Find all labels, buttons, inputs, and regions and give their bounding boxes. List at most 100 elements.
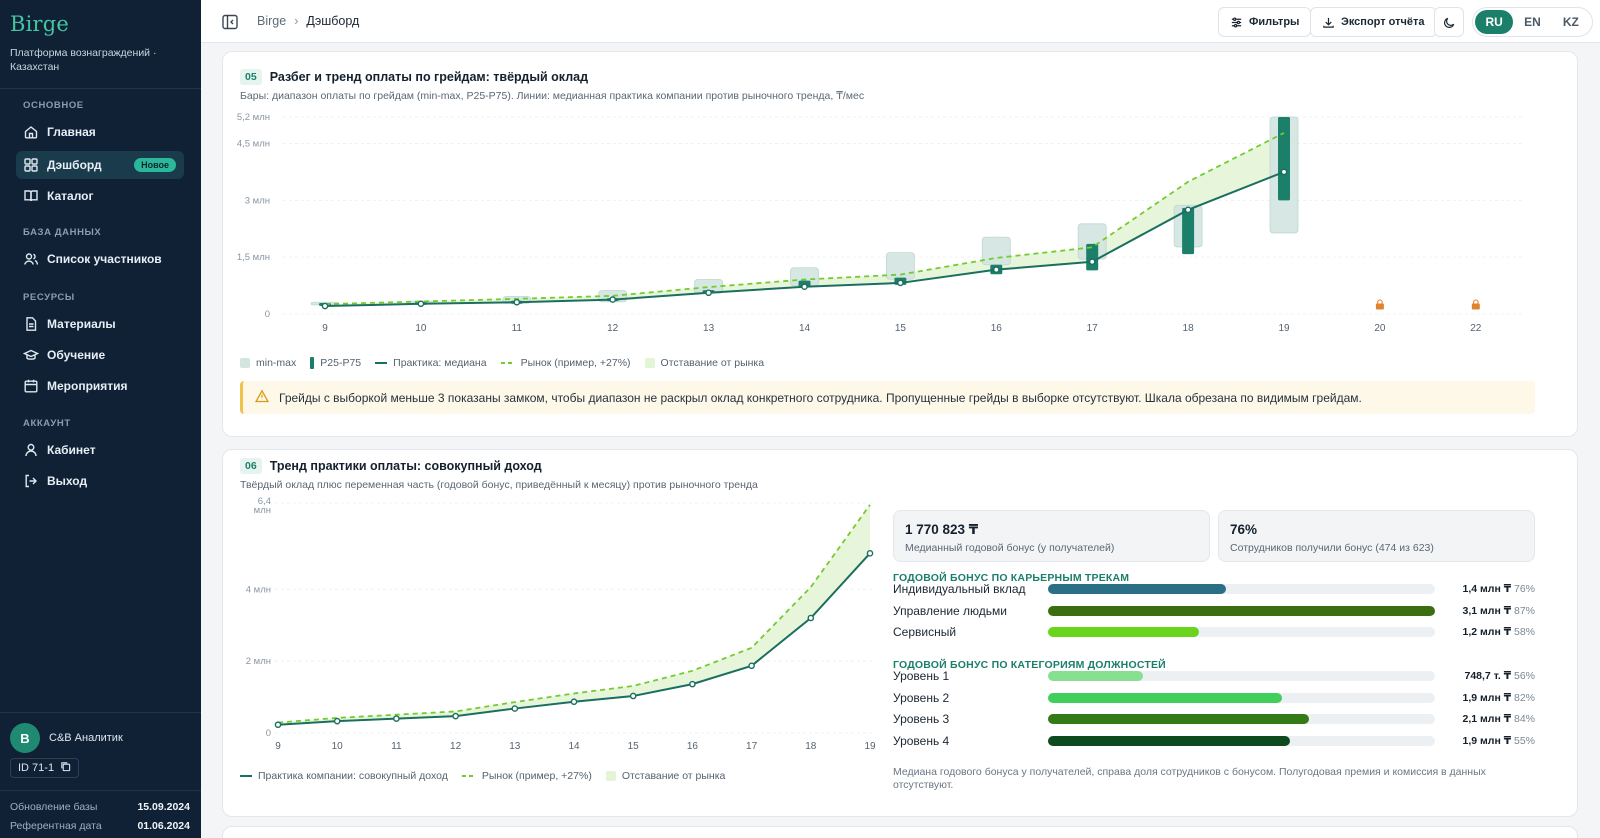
warning-icon bbox=[254, 389, 270, 406]
card-title: Тренд практики оплаты: совокупный доход bbox=[269, 459, 542, 473]
sidebar-item-logout[interactable]: Выход bbox=[16, 467, 184, 495]
bar-percent: 55% bbox=[1513, 734, 1535, 747]
track-row: Индивидуальный вклад 1,4 млн ₸ 76% bbox=[893, 580, 1535, 598]
users-icon bbox=[23, 251, 39, 267]
legend-label: Рынок (пример, +27%) bbox=[481, 770, 592, 782]
bar-fill bbox=[1048, 735, 1290, 746]
user-id-chip[interactable]: ID 71-1 bbox=[10, 758, 80, 778]
chart-legend: min-max P25-P75 Практика: медиана Рынок … bbox=[240, 357, 764, 369]
card-header: 05 Разбег и тренд оплаты по грейдам: твё… bbox=[240, 69, 588, 85]
sidebar-item-label: Выход bbox=[47, 474, 88, 488]
x-tick-label: 14 bbox=[799, 323, 811, 334]
bar-fill bbox=[1048, 584, 1227, 594]
bar-value: 1,2 млн ₸ 58% bbox=[1463, 626, 1535, 638]
practice-point bbox=[417, 300, 425, 308]
legend-item-market[interactable]: Рынок (пример, +27%) bbox=[461, 770, 592, 782]
legend-item-iqr[interactable]: P25-P75 bbox=[310, 357, 361, 369]
bar-track bbox=[1048, 692, 1435, 703]
sidebar-item-catalog[interactable]: Каталог bbox=[16, 182, 184, 210]
filters-button[interactable]: Фильтры bbox=[1218, 7, 1312, 37]
lang-kz[interactable]: KZ bbox=[1562, 15, 1579, 29]
stat-value: 76% bbox=[1230, 522, 1258, 537]
sidebar-item-events[interactable]: Мероприятия bbox=[16, 372, 184, 400]
bar-percent: 87% bbox=[1513, 604, 1535, 617]
y-tick-label: 3 млн bbox=[245, 195, 270, 206]
sidebar-item-label: Мероприятия bbox=[47, 379, 128, 393]
legend-item-gap[interactable]: Отставание от рынка bbox=[644, 357, 764, 369]
practice-point bbox=[570, 698, 578, 706]
meta-db-update: Обновление базы 15.09.2024 bbox=[10, 801, 190, 813]
lang-ru[interactable]: RU bbox=[1475, 10, 1514, 34]
sidebar-item-training[interactable]: Обучение bbox=[16, 341, 184, 369]
book-icon bbox=[23, 188, 39, 204]
bar-value: 1,4 млн ₸ 76% bbox=[1463, 583, 1535, 595]
practice-point bbox=[393, 715, 400, 722]
bar-track bbox=[1048, 627, 1435, 637]
practice-point bbox=[609, 296, 617, 303]
practice-point bbox=[1088, 258, 1096, 266]
sidebar-item-cabinet[interactable]: Кабинет bbox=[16, 436, 184, 464]
market-line bbox=[277, 504, 871, 724]
breadcrumb-root[interactable]: Birge bbox=[257, 14, 287, 28]
user-name: C&B Аналитик bbox=[49, 732, 123, 744]
sidebar-item-materials[interactable]: Материалы bbox=[16, 310, 184, 338]
alert-text: Грейды с выборкой меньше 3 показаны замк… bbox=[279, 390, 1362, 405]
y-tick-label: 4,5 млн bbox=[237, 139, 270, 150]
salary-range-chart: 0 1,5 млн 3 млн 4,5 млн 5,2 млн 9 10 11 12 13 14 15… bbox=[237, 112, 1523, 334]
legend-item-gap[interactable]: Отставание от рынка bbox=[605, 770, 726, 782]
legend-label: Практика: медиана bbox=[393, 357, 487, 369]
theme-toggle-button[interactable] bbox=[1434, 7, 1464, 37]
sliders-icon bbox=[1231, 17, 1242, 27]
y-tick-label: 1,5 млн bbox=[237, 252, 270, 263]
legend-label: Отставание от рынка bbox=[621, 770, 726, 782]
legend-item-practice[interactable]: Практика компании: совокупный доход bbox=[240, 770, 448, 782]
section-label-main: ОСНОВНОЕ bbox=[23, 100, 84, 111]
y-tick-label: 6,4 bbox=[258, 496, 271, 507]
legend-item-practice[interactable]: Практика: медиана bbox=[375, 357, 487, 369]
bar-label: Уровень 4 bbox=[893, 733, 950, 748]
practice-point bbox=[1280, 168, 1288, 176]
lock-icon bbox=[1471, 299, 1480, 310]
practice-point bbox=[513, 298, 521, 306]
breadcrumb: Birge › Дэшборд bbox=[257, 14, 359, 28]
legend-label: Практика компании: совокупный доход bbox=[258, 770, 448, 782]
y-tick-label: 2 млн bbox=[246, 656, 271, 667]
x-tick-label: 19 bbox=[864, 741, 876, 752]
sidebar-item-home[interactable]: Главная bbox=[16, 118, 184, 146]
lang-en[interactable]: EN bbox=[1524, 15, 1541, 29]
bar-fill bbox=[1048, 692, 1283, 703]
export-report-button[interactable]: Экспорт отчёта bbox=[1310, 7, 1437, 37]
bar-label: Уровень 2 bbox=[893, 690, 950, 705]
section-label-resources: РЕСУРСЫ bbox=[23, 292, 75, 303]
sidebar-item-label: Каталог bbox=[47, 189, 94, 203]
sidebar-item-dashboard[interactable]: Дэшборд Новое bbox=[16, 151, 184, 179]
legend-item-minmax[interactable]: min-max bbox=[240, 357, 296, 369]
legend-item-market[interactable]: Рынок (пример, +27%) bbox=[500, 357, 631, 369]
sidebar-item-label: Материалы bbox=[47, 317, 116, 331]
new-badge: Новое bbox=[134, 158, 176, 172]
topbar: Birge › Дэшборд Фильтры Экспорт отчёта R… bbox=[201, 0, 1600, 43]
x-tick-label: 17 bbox=[1087, 323, 1099, 334]
section-label-account: АККАУНТ bbox=[23, 418, 71, 429]
bar-label: Сервисный bbox=[893, 625, 957, 639]
sidebar-toggle-icon[interactable] bbox=[221, 13, 239, 31]
tracks-heading: ГОДОВОЙ БОНУС ПО КАРЬЕРНЫМ ТРЕКАМ bbox=[893, 572, 1130, 584]
card-header: 06 Тренд практики оплаты: совокупный дох… bbox=[240, 458, 542, 474]
category-row: Уровень 1 748,7 т. ₸ 56% bbox=[893, 667, 1535, 685]
lock-shackle bbox=[1377, 299, 1383, 304]
category-row: Уровень 4 1,9 млн ₸ 55% bbox=[893, 732, 1535, 750]
user-id: ID 71-1 bbox=[18, 762, 55, 774]
bar-fill bbox=[1048, 671, 1143, 681]
next-card bbox=[222, 826, 1578, 838]
iqr-bar bbox=[1182, 207, 1195, 255]
bar-label: Управление людьми bbox=[893, 603, 1007, 618]
user-profile[interactable]: B C&B Аналитик bbox=[10, 723, 123, 753]
download-icon bbox=[1323, 17, 1334, 28]
bar-percent: 58% bbox=[1513, 626, 1535, 638]
sidebar-item-label: Список участников bbox=[47, 252, 162, 266]
lock-body bbox=[1375, 303, 1384, 310]
sidebar-item-participants[interactable]: Список участников bbox=[16, 245, 184, 273]
copy-icon[interactable] bbox=[60, 761, 71, 775]
practice-point bbox=[511, 705, 519, 712]
